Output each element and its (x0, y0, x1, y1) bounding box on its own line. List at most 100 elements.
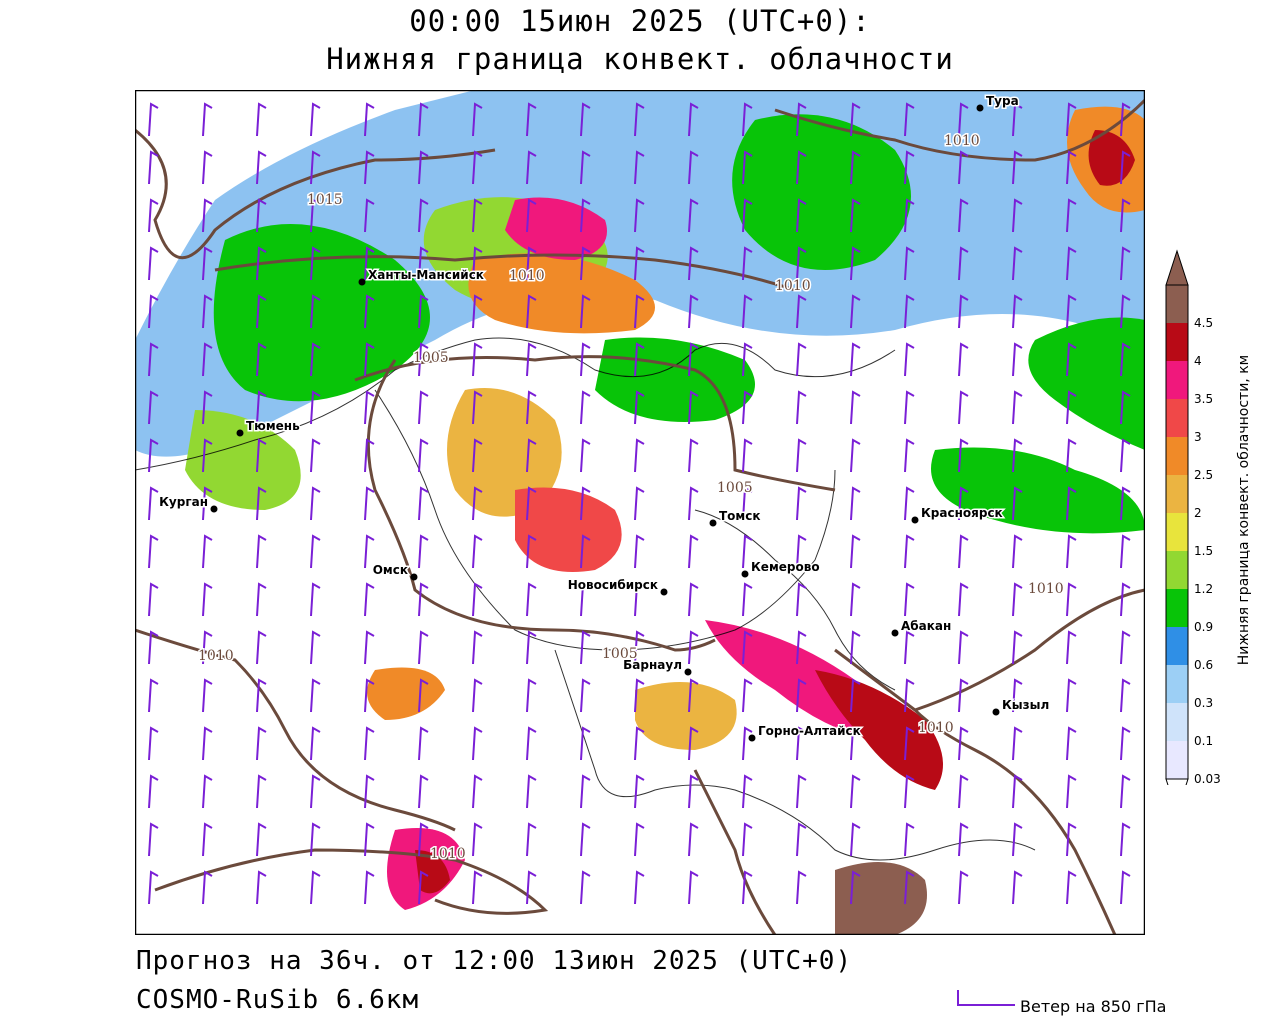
colorbar-tick-label: 0.3 (1194, 696, 1213, 710)
wind-barb (1066, 582, 1077, 617)
wind-barb (904, 246, 915, 281)
wind-barb (904, 726, 915, 761)
wind-barb (310, 630, 321, 665)
wind-barb (202, 438, 213, 473)
wind-barb (580, 198, 591, 233)
wind-barb (256, 438, 267, 473)
colorbar-tick-label: 2.5 (1194, 468, 1213, 482)
wind-barb (1012, 822, 1023, 857)
wind-barb (526, 678, 537, 713)
colorbar-swatch (1166, 323, 1188, 361)
wind-barb (634, 198, 645, 233)
wind-barb (418, 822, 429, 857)
wind-barb (202, 726, 213, 761)
wind-barb (796, 870, 807, 905)
wind-barb (1066, 726, 1077, 761)
wind-barb (958, 678, 969, 713)
wind-barb (310, 102, 321, 137)
wind-barb (472, 246, 483, 281)
wind-barb (1066, 294, 1077, 329)
city-marker (748, 734, 756, 742)
city-label: Кызыл (1002, 698, 1049, 712)
wind-barb (634, 630, 645, 665)
city-marker (976, 104, 984, 112)
wind-barb (310, 294, 321, 329)
wind-barb (742, 630, 753, 665)
colorbar-title: Нижняя граница конвект. облачности, км (1236, 355, 1252, 665)
wind-barb (796, 294, 807, 329)
wind-barb (1066, 198, 1077, 233)
city-marker (236, 429, 244, 437)
wind-barb (634, 246, 645, 281)
wind-barb (796, 534, 807, 569)
wind-barb (580, 534, 591, 569)
city-label: Красноярск (921, 506, 1003, 520)
colorbar-swatches (1165, 249, 1189, 785)
wind-barb (688, 678, 699, 713)
isobar-lines (135, 98, 1145, 935)
colorbar-max-arrow (1165, 249, 1189, 286)
wind-barb (310, 150, 321, 185)
wind-barb (1012, 678, 1023, 713)
isobar-label: 1010 (198, 648, 234, 664)
wind-barb (310, 582, 321, 617)
wind-barb (742, 198, 753, 233)
wind-barb (742, 870, 753, 905)
wind-barb (1120, 678, 1131, 713)
wind-barb (1012, 246, 1023, 281)
isobar-label: 1005 (717, 480, 753, 496)
wind-barb (1120, 630, 1131, 665)
wind-barb (1066, 486, 1077, 521)
wind-barb (256, 582, 267, 617)
wind-barb (202, 582, 213, 617)
wind-barb (1066, 246, 1077, 281)
wind-barb (310, 774, 321, 809)
colorbar-swatch (1166, 703, 1188, 741)
wind-barb (904, 822, 915, 857)
wind-barb (1120, 294, 1131, 329)
wind-barb (526, 870, 537, 905)
wind-barb (1120, 342, 1131, 377)
wind-barb (850, 534, 861, 569)
wind-barb (958, 150, 969, 185)
wind-barb (418, 582, 429, 617)
wind-barb (1120, 822, 1131, 857)
colorbar-tick-label: 4.5 (1194, 316, 1213, 330)
forecast-map: 1015 1010 1010 1010 1005 1005 1005 1010 1010 1010… (135, 90, 1145, 935)
wind-barb (1120, 486, 1131, 521)
wind-barb (634, 438, 645, 473)
wind-barb (796, 726, 807, 761)
wind-barb (364, 246, 375, 281)
isobar-label: 1010 (775, 278, 811, 294)
colorbar-swatch (1166, 361, 1188, 399)
wind-legend-icon (957, 990, 1015, 1006)
wind-barb (472, 534, 483, 569)
wind-barb (742, 774, 753, 809)
wind-barb (148, 246, 159, 281)
wind-barb (958, 294, 969, 329)
wind-barb (1120, 246, 1131, 281)
wind-barb (256, 678, 267, 713)
wind-barb (202, 774, 213, 809)
wind-barb (310, 822, 321, 857)
city-label: Тура (986, 94, 1019, 108)
wind-barb (958, 630, 969, 665)
wind-barb (904, 342, 915, 377)
wind-barb (364, 438, 375, 473)
wind-barb (742, 102, 753, 137)
wind-barb (418, 726, 429, 761)
wind-barb (796, 102, 807, 137)
wind-barb (742, 342, 753, 377)
colorbar-tick-label: 0.03 (1194, 772, 1221, 785)
wind-barb (472, 390, 483, 425)
wind-barb (256, 294, 267, 329)
wind-barb (148, 582, 159, 617)
wind-barb (256, 774, 267, 809)
wind-barb (202, 678, 213, 713)
wind-barb (148, 438, 159, 473)
map-frame (135, 90, 1145, 935)
wind-barb (1012, 726, 1023, 761)
wind-barb (526, 822, 537, 857)
wind-barb (202, 294, 213, 329)
wind-barb (580, 246, 591, 281)
